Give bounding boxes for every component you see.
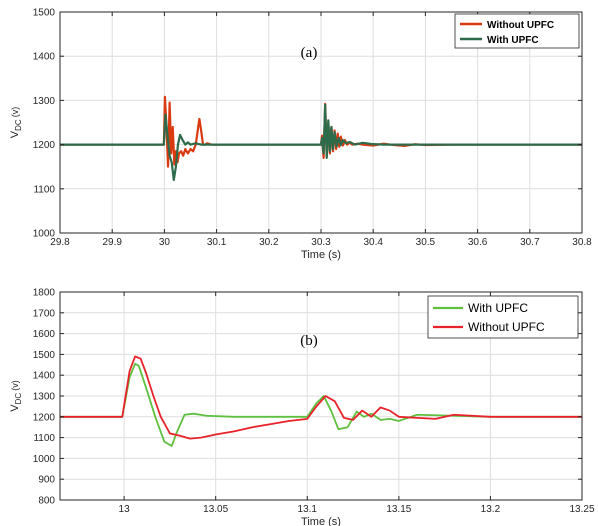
y-tick-label-8: 1600 — [33, 329, 56, 340]
legend-label-0: With UPFC — [468, 301, 528, 315]
x-tick-label-4: 30.2 — [259, 237, 279, 248]
legend-label-1: With UPFC — [487, 35, 539, 46]
y-axis-label-main: V — [9, 130, 21, 138]
legend-label-1: Without UPFC — [468, 320, 545, 334]
y-tick-label-2: 1000 — [33, 454, 56, 465]
y-axis-label: VDC(v) — [9, 107, 23, 138]
y-tick-label-5: 1500 — [33, 8, 56, 19]
y-axis-label-sub: DC — [14, 119, 23, 131]
x-axis-label: Time (s) — [301, 249, 341, 261]
x-tick-label-0: 29.8 — [50, 237, 70, 248]
y-tick-label-7: 1500 — [33, 350, 56, 361]
y-axis-label-main: V — [9, 404, 21, 412]
y-tick-label-1: 900 — [38, 475, 55, 486]
y-tick-label-4: 1400 — [33, 52, 56, 63]
legend-box — [427, 295, 579, 339]
x-tick-label-0: 13 — [119, 504, 131, 515]
legend-label-0: Without UPFC — [487, 20, 554, 31]
x-tick-label-1: 29.9 — [102, 237, 122, 248]
x-tick-label-3: 30.1 — [207, 237, 227, 248]
y-tick-label-3: 1100 — [33, 433, 55, 444]
x-tick-label-4: 13.2 — [481, 504, 501, 515]
x-axis-label: Time (s) — [301, 516, 341, 526]
panel-label: (b) — [300, 333, 318, 349]
x-tick-label-8: 30.6 — [468, 237, 488, 248]
y-tick-label-10: 1800 — [33, 288, 56, 299]
y-tick-label-3: 1300 — [33, 96, 56, 107]
chart-1: 13 13.05 13.1 13.15 13.2 13.25 800 900 1000 1100 1… — [9, 288, 595, 526]
legend: With UPFC Without UPFC — [427, 295, 579, 339]
y-tick-label-4: 1200 — [33, 412, 56, 423]
y-tick-label-1: 1100 — [33, 184, 55, 195]
x-tick-label-2: 30 — [159, 237, 171, 248]
x-tick-label-6: 30.4 — [363, 237, 383, 248]
series-line-1 — [60, 103, 582, 182]
series-line-0 — [60, 362, 582, 447]
legend-box — [454, 13, 580, 49]
y-tick-label-0: 1000 — [33, 229, 56, 240]
x-tick-label-7: 30.5 — [416, 237, 436, 248]
y-axis-label: VDC (v) — [9, 380, 23, 411]
y-axis-label-unit: (v) — [10, 380, 20, 391]
x-tick-label-3: 13.15 — [386, 504, 411, 515]
x-tick-label-2: 13.1 — [298, 504, 318, 515]
y-tick-label-6: 1400 — [33, 371, 56, 382]
x-tick-label-1: 13.05 — [203, 504, 228, 515]
legend: Without UPFC With UPFC — [454, 13, 580, 49]
x-tick-label-5: 13.25 — [569, 504, 594, 515]
x-tick-label-10: 30.8 — [572, 237, 592, 248]
y-tick-label-9: 1700 — [33, 308, 56, 319]
panel-label: (a) — [301, 45, 318, 61]
y-axis-label-sub: DC — [14, 393, 23, 405]
y-tick-label-5: 1300 — [33, 392, 56, 403]
chart-0: 29.8 29.9 30 30.1 30.2 30.3 30.4 30.5 30.6 30.7 30… — [9, 8, 592, 262]
x-tick-label-5: 30.3 — [311, 237, 331, 248]
x-tick-label-9: 30.7 — [520, 237, 540, 248]
y-tick-label-0: 800 — [38, 496, 55, 507]
y-tick-label-2: 1200 — [33, 140, 56, 151]
y-axis-label-unit: (v) — [10, 107, 20, 118]
series-line-1 — [60, 355, 582, 440]
